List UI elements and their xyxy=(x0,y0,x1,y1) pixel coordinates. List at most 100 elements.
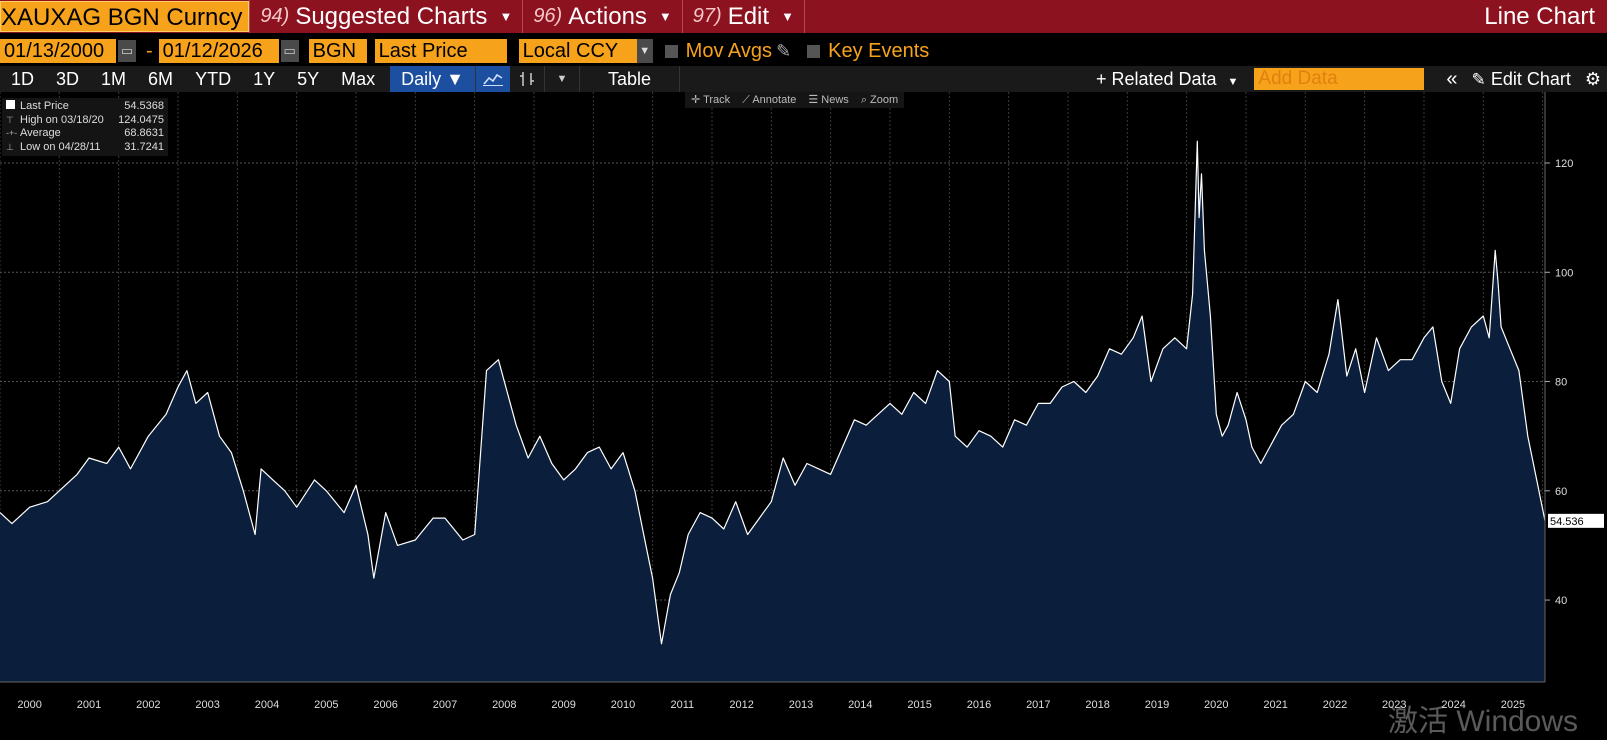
period-6m[interactable]: 6M xyxy=(148,69,174,89)
date-controls-row: 01/13/2000 ▭ - 01/12/2026 ▭ BGN Last Pri… xyxy=(0,36,1607,66)
x-tick-label: 2019 xyxy=(1145,699,1169,711)
calendar-icon[interactable]: ▭ xyxy=(118,40,136,62)
x-tick-label: 2005 xyxy=(314,699,338,711)
x-axis-band xyxy=(0,682,1607,732)
price-area xyxy=(0,141,1545,682)
start-date-input[interactable]: 01/13/2000 xyxy=(0,39,116,63)
table-button[interactable]: Table xyxy=(607,69,651,89)
field-input[interactable]: Last Price xyxy=(374,39,507,63)
legend-row: ⊤ High on 03/18/20 124.0475 xyxy=(6,114,164,128)
toolbar: 1D 3D 1M 6M YTD 1Y 5Y Max Daily ▼ ▼ Tabl… xyxy=(0,66,1607,92)
ticker-field[interactable]: XAUXAG BGN Curncy xyxy=(0,1,250,32)
x-tick-label: 2004 xyxy=(255,699,279,711)
currency-select[interactable]: Local CCY xyxy=(518,39,637,63)
x-tick-label: 2000 xyxy=(17,699,41,711)
y-tick-label: 60 xyxy=(1555,486,1567,498)
bar-chart-icon[interactable] xyxy=(510,66,544,92)
gear-icon[interactable]: ⚙ xyxy=(1584,69,1601,89)
high-marker-icon: ⊤ xyxy=(6,114,14,125)
menu-number: 94) xyxy=(260,5,290,27)
crosshair-icon: ✛ xyxy=(691,94,704,106)
caret-down-icon: ▼ xyxy=(658,9,672,24)
x-tick-label: 2018 xyxy=(1085,699,1109,711)
legend-value: 54.5368 xyxy=(124,100,164,112)
legend-label: Low on 04/28/11 xyxy=(20,140,101,153)
legend-value: 31.7241 xyxy=(124,140,164,153)
period-3d[interactable]: 3D xyxy=(56,69,80,89)
x-tick-label: 2021 xyxy=(1263,699,1287,711)
annotate-icon: ⟋ xyxy=(742,94,753,106)
actions-menu[interactable]: 96) Actions ▼ xyxy=(522,0,681,33)
related-data-label: + Related Data xyxy=(1095,69,1217,89)
frequency-select[interactable]: Daily ▼ xyxy=(390,66,475,92)
line-chart-icon[interactable] xyxy=(475,66,510,92)
period-ytd[interactable]: YTD xyxy=(195,69,232,89)
chart-legend: Last Price 54.5368 ⊤ High on 03/18/20 12… xyxy=(2,98,168,156)
zoom-tool[interactable]: ⌕ Zoom xyxy=(855,92,904,108)
y-tick-label: 120 xyxy=(1555,158,1573,170)
y-tick-label: 40 xyxy=(1555,595,1567,607)
legend-row: ⊥ Low on 04/28/11 31.7241 xyxy=(6,141,164,155)
pencil-icon[interactable]: ✎ xyxy=(776,40,792,61)
mov-avgs-label[interactable]: Mov Avgs xyxy=(685,39,773,62)
edit-chart-label: Edit Chart xyxy=(1490,69,1571,89)
x-tick-label: 2001 xyxy=(77,699,101,711)
x-tick-label: 2023 xyxy=(1382,699,1406,711)
period-max[interactable]: Max xyxy=(341,69,376,89)
menu-label: Edit xyxy=(727,2,770,30)
divider xyxy=(578,66,580,92)
x-tick-label: 2003 xyxy=(195,699,219,711)
x-tick-label: 2025 xyxy=(1501,699,1525,711)
period-1m[interactable]: 1M xyxy=(101,69,127,89)
news-label: News xyxy=(821,94,849,106)
news-tool[interactable]: ☰ News xyxy=(802,92,854,108)
period-1d[interactable]: 1D xyxy=(11,69,35,89)
last-value-tag: 54.536 xyxy=(1550,516,1584,528)
track-tool[interactable]: ✛ Track xyxy=(685,92,736,108)
legend-label: High on 03/18/20 xyxy=(20,113,104,126)
mov-avgs-checkbox[interactable] xyxy=(664,44,678,58)
x-tick-label: 2002 xyxy=(136,699,160,711)
related-data-button[interactable]: + Related Data ▼ xyxy=(1080,66,1254,92)
edit-menu[interactable]: 97) Edit ▼ xyxy=(681,0,804,33)
windows-activation-watermark: 激活 Windows xyxy=(1388,705,1579,738)
caret-down-icon: ▼ xyxy=(499,9,513,24)
add-data-input[interactable]: Add Data xyxy=(1254,68,1425,90)
search-icon: ⌕ xyxy=(860,94,871,106)
key-events-checkbox[interactable] xyxy=(807,44,821,58)
legend-row[interactable]: Last Price 54.5368 xyxy=(6,100,164,114)
x-tick-label: 2009 xyxy=(551,699,575,711)
legend-value: 124.0475 xyxy=(118,113,164,126)
x-tick-label: 2022 xyxy=(1323,699,1347,711)
chart-tools: ✛ Track ⟋ Annotate ☰ News ⌕ Zoom xyxy=(685,92,905,108)
divider xyxy=(543,66,545,92)
source-input[interactable]: BGN xyxy=(308,39,367,63)
period-1y[interactable]: 1Y xyxy=(253,69,276,89)
annotate-tool[interactable]: ⟋ Annotate xyxy=(736,92,802,108)
legend-checkbox-icon[interactable] xyxy=(6,100,20,114)
suggested-charts-menu[interactable]: 94) Suggested Charts ▼ xyxy=(249,0,522,33)
news-icon: ☰ xyxy=(808,94,822,106)
track-label: Track xyxy=(703,94,731,106)
chevron-down-icon[interactable]: ▼ xyxy=(636,39,653,63)
chevron-down-icon[interactable]: ▼ xyxy=(556,73,568,85)
legend-label: Last Price xyxy=(20,100,69,112)
price-line xyxy=(0,140,1546,645)
x-tick-label: 2007 xyxy=(433,699,457,711)
period-5y[interactable]: 5Y xyxy=(297,69,320,89)
end-date-input[interactable]: 01/12/2026 xyxy=(158,39,279,63)
last-value-tag-bg xyxy=(1548,513,1604,528)
key-events-label[interactable]: Key Events xyxy=(828,39,930,62)
calendar-icon[interactable]: ▭ xyxy=(280,40,299,62)
x-tick-label: 2015 xyxy=(907,699,931,711)
collapse-icon[interactable]: « xyxy=(1446,68,1458,90)
menu-number: 96) xyxy=(533,5,563,27)
edit-chart-button[interactable]: ✎ Edit Chart xyxy=(1464,66,1579,92)
price-chart[interactable]: 40 60 80 100 120 2000 2001 2002 2003 2004 2005 2006… xyxy=(0,92,1607,732)
x-tick-label: 2010 xyxy=(611,699,635,711)
x-tick-label: 2017 xyxy=(1026,699,1050,711)
average-marker-icon: -+- xyxy=(6,128,18,138)
titlebar-spacer xyxy=(803,0,1484,33)
low-marker-icon: ⊥ xyxy=(6,141,14,152)
chart-type-label: Line Chart xyxy=(1484,2,1595,30)
